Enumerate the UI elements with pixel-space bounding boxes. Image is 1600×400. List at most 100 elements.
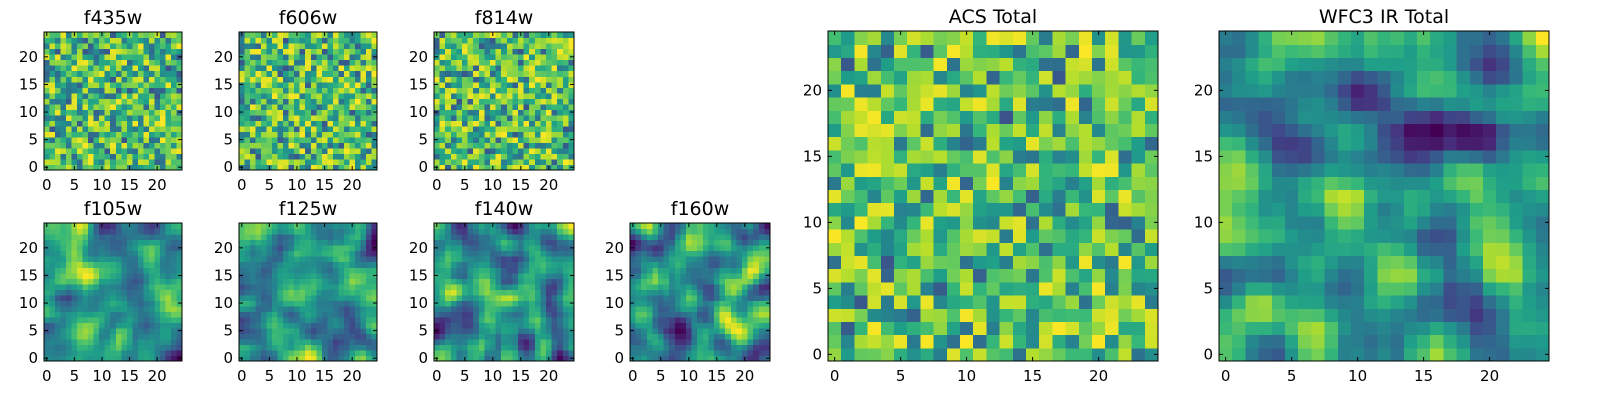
heatmap-cell (299, 136, 306, 143)
heatmap-cell (60, 256, 67, 263)
heatmap-cell (758, 322, 765, 329)
heatmap-cell (310, 131, 317, 138)
x-tick-label: 10 (287, 367, 306, 385)
heatmap-cell (110, 327, 117, 334)
heatmap-cell (176, 289, 183, 296)
heatmap-cell (349, 109, 356, 116)
heatmap-cell (77, 37, 84, 44)
heatmap-cell (143, 158, 150, 166)
heatmap-cell (55, 120, 62, 127)
y-tick-label: 5 (223, 322, 233, 340)
heatmap-cell (316, 344, 323, 351)
heatmap-cell (66, 316, 73, 323)
heatmap-cell (691, 234, 698, 241)
heatmap-cell (154, 76, 161, 83)
heatmap-cell (973, 176, 987, 190)
heatmap-cell (473, 355, 480, 362)
heatmap-cell (239, 158, 246, 166)
heatmap-cell (354, 234, 362, 241)
heatmap-cell (148, 98, 155, 105)
heatmap-cell (557, 48, 564, 55)
heatmap-cell (1039, 255, 1053, 270)
heatmap-cell (495, 223, 502, 230)
heatmap-cell (104, 48, 111, 55)
heatmap-cell (132, 43, 139, 50)
heatmap-cell (462, 109, 469, 116)
y-tick-label: 0 (28, 158, 38, 176)
heatmap-cell (305, 305, 312, 312)
heatmap-cell (540, 294, 547, 301)
heatmap-cell (512, 289, 519, 296)
heatmap-cell (506, 223, 513, 230)
heatmap-cell (546, 322, 553, 329)
heatmap-cell (66, 37, 73, 44)
heatmap-cell (49, 300, 56, 307)
heatmap-cell (244, 311, 251, 318)
heatmap-cell (338, 59, 345, 66)
heatmap-cell (490, 344, 497, 351)
heatmap-cell (255, 305, 262, 312)
heatmap-cell (332, 267, 339, 274)
heatmap-cell (439, 70, 446, 77)
heatmap-cell (920, 255, 935, 270)
heatmap-cell (736, 223, 743, 230)
heatmap-cell (244, 283, 251, 290)
heatmap-cell (77, 250, 84, 257)
heatmap-cell (462, 300, 469, 307)
heatmap-cell (691, 228, 698, 235)
heatmap-cell (143, 70, 150, 77)
heatmap-cell (568, 37, 575, 44)
heatmap-cell (540, 338, 547, 346)
heatmap-cell (349, 158, 356, 166)
heatmap-cell (299, 103, 306, 110)
heatmap-cell (680, 283, 687, 290)
heatmap-cell (742, 256, 749, 263)
heatmap-cell (143, 65, 150, 72)
heatmap-cell (283, 164, 290, 171)
heatmap-cell (148, 70, 155, 77)
heatmap-cell (562, 311, 569, 318)
heatmap-cell (646, 289, 653, 296)
heatmap-cell (261, 316, 268, 323)
heatmap-cell (55, 228, 62, 235)
heatmap-cell (104, 355, 111, 362)
heatmap-cell (272, 125, 279, 132)
heatmap-cell (137, 70, 144, 77)
heatmap-cell (137, 92, 144, 99)
heatmap-cell (523, 228, 530, 235)
heatmap-cell (71, 76, 78, 83)
heatmap-cell (261, 48, 268, 55)
heatmap-cell (66, 294, 73, 301)
heatmap-cell (44, 239, 51, 246)
heatmap-cell (288, 153, 295, 160)
heatmap-cell (283, 294, 290, 301)
heatmap-cell (652, 245, 659, 252)
heatmap-cell (478, 300, 485, 307)
heatmap-cell (49, 65, 56, 72)
heatmap-cell (154, 294, 161, 301)
heatmap-cell (49, 256, 56, 263)
heatmap-cell (371, 76, 378, 83)
heatmap-cell (360, 316, 367, 323)
heatmap-cell (316, 59, 323, 66)
heatmap-cell (327, 223, 334, 230)
heatmap-cell (495, 344, 502, 351)
heatmap-cell (88, 65, 95, 72)
heatmap-cell (338, 300, 345, 307)
heatmap-cell (154, 316, 161, 323)
heatmap-cell (360, 37, 367, 44)
heatmap-cell (115, 283, 122, 290)
heatmap-cell (534, 250, 541, 257)
heatmap-cell (288, 54, 295, 61)
heatmap-cell (338, 131, 345, 138)
heatmap-cell (894, 149, 908, 164)
heatmap-cell (1118, 242, 1133, 256)
heatmap-cell (93, 59, 100, 66)
heatmap-cell (82, 59, 89, 66)
heatmap-cell (758, 294, 765, 301)
heatmap-cell (132, 289, 139, 296)
heatmap-cell (371, 98, 378, 105)
heatmap-cell (1144, 255, 1159, 270)
heatmap-cell (66, 272, 73, 279)
heatmap-cell (669, 333, 676, 340)
